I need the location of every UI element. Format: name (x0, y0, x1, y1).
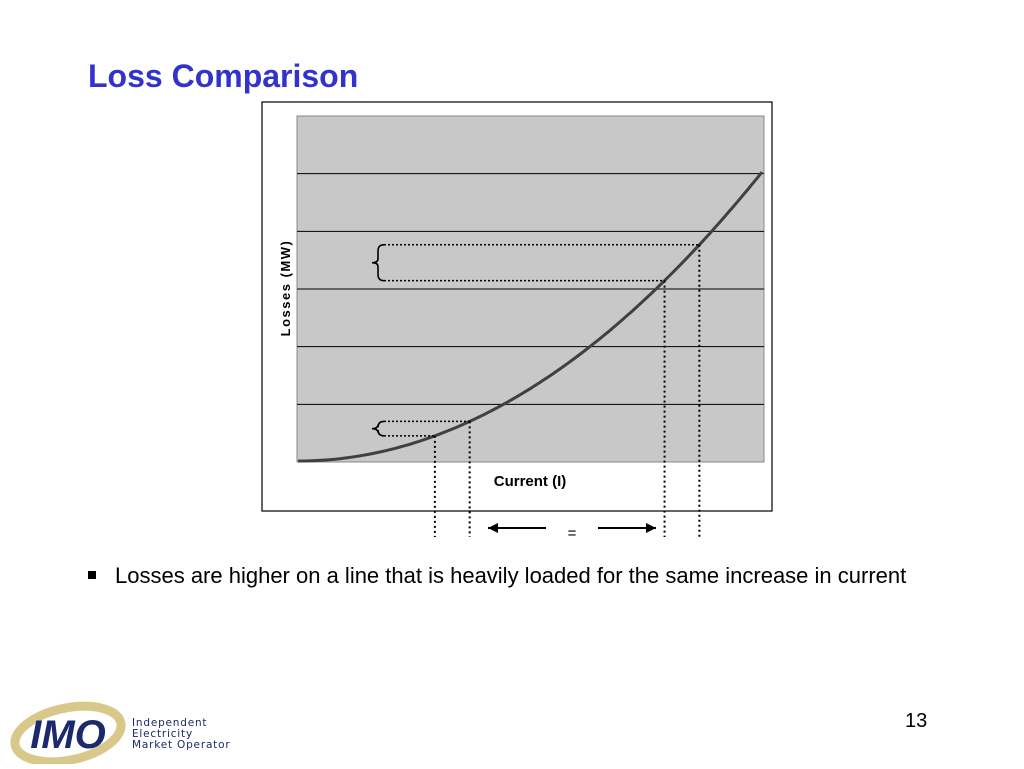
imo-logo-mark: IMO (30, 713, 106, 757)
page-number: 13 (905, 710, 928, 732)
logo-line-1: Independent (132, 717, 208, 729)
equal-sign: = (568, 525, 577, 542)
logo-line-3: Market Operator (132, 739, 231, 751)
light-load-brace (371, 420, 385, 437)
bullet-text: Losses are higher on a line that is heav… (115, 563, 907, 588)
right-arrow-icon (646, 523, 656, 533)
square-bullet-icon (88, 571, 96, 579)
imo-logo-icon: IMO (10, 701, 126, 767)
bullet-item: Losses are higher on a line that is heav… (88, 562, 948, 589)
imo-logo-text: Independent Electricity Market Operator (132, 718, 230, 751)
annotations (371, 243, 701, 537)
loss-curve (298, 171, 764, 463)
imo-logo: IMO Independent Electricity Market Opera… (8, 698, 238, 767)
gridlines (297, 173, 764, 405)
heavy-load-brace (371, 243, 385, 282)
slide-title: Loss Comparison (88, 58, 359, 94)
left-arrow-icon (488, 523, 498, 533)
y-axis-label: Losses (MW) (278, 240, 293, 337)
x-axis-label: Current (I) (494, 473, 567, 490)
logo-line-2: Electricity (132, 728, 193, 740)
